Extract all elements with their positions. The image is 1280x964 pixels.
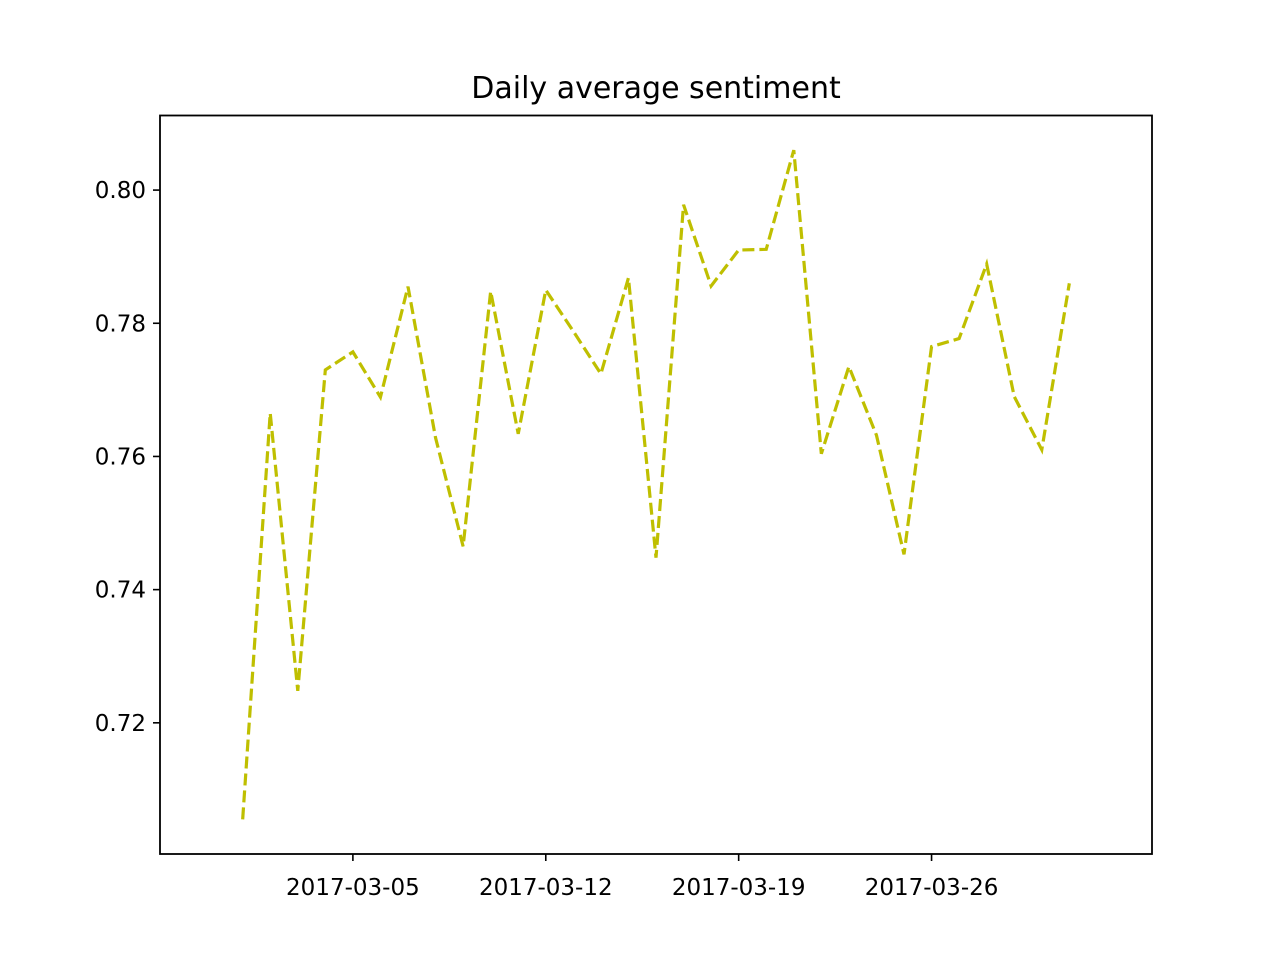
series-layer [241, 149, 1071, 820]
y-tick-label: 0.78 [95, 311, 146, 337]
y-tick-label: 0.74 [95, 578, 146, 604]
x-tick-label: 2017-03-12 [479, 875, 613, 901]
y-tick-label: 0.72 [95, 711, 146, 737]
y-tick-label: 0.76 [95, 444, 146, 470]
y-tick-label: 0.80 [95, 178, 146, 204]
series-line [241, 149, 1071, 820]
plot-frame [159, 114, 1153, 855]
x-tick-label: 2017-03-05 [286, 875, 420, 901]
x-tick-label: 2017-03-26 [865, 875, 999, 901]
x-tick-label: 2017-03-19 [672, 875, 806, 901]
chart-title: Daily average sentiment [471, 71, 841, 106]
x-axis: 2017-03-05 2017-03-12 2017-03-19 2017-03-26 [286, 854, 998, 901]
y-axis: 0.72 0.74 0.76 0.78 0.80 [95, 178, 160, 737]
